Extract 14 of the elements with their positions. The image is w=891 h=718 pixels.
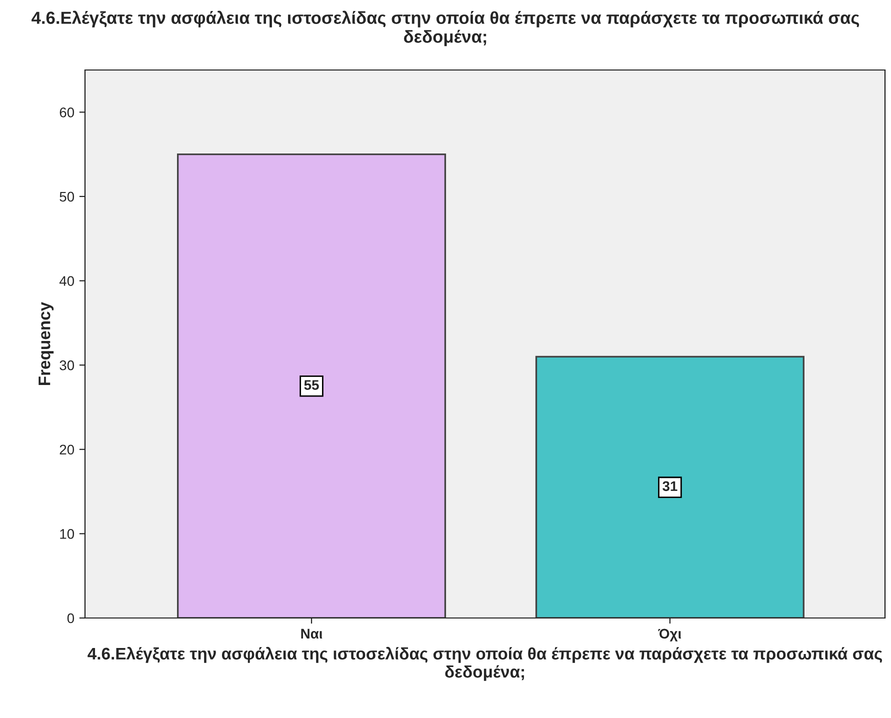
y-tick-label: 60 <box>60 107 74 118</box>
y-axis-title: Frequency <box>38 302 54 386</box>
data-label: 31 <box>662 481 678 492</box>
x-tick-label: Όχι <box>658 628 682 642</box>
y-tick-label: 0 <box>67 613 74 624</box>
y-tick-label: 50 <box>60 192 74 202</box>
y-tick-label: 40 <box>59 276 74 286</box>
y-tick-label: 30 <box>60 360 74 370</box>
x-tick-label: Ναι <box>301 628 322 639</box>
data-label: 55 <box>304 380 319 390</box>
x-axis-title: 4.6.Ελέγξατε την ασφάλεια της ιστοσελίδας στην οποία θα έπρεπε να παράσχετε τα προσωπικά σας δεδομένα; <box>88 646 882 681</box>
y-tick-label: 20 <box>60 444 74 455</box>
chart-title: 4.6.Ελέγξατε την ασφάλεια της ιστοσελίδας στην οποία θα έπρεπε να παράσχετε τα προσωπικά σας δεδομένα; <box>32 10 860 46</box>
y-tick-label: 10 <box>60 529 74 539</box>
